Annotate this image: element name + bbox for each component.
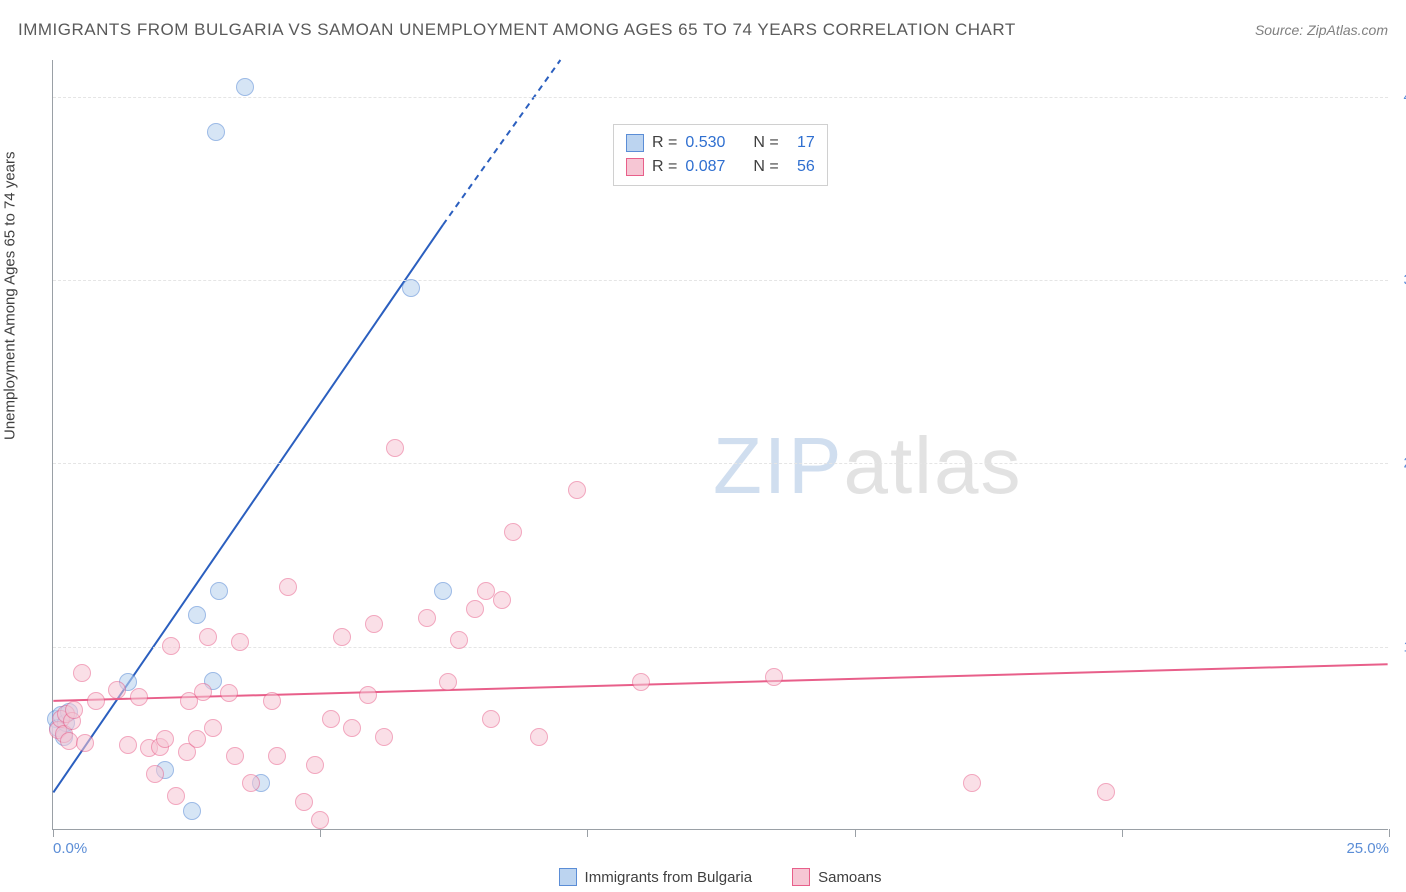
x-tick	[1122, 829, 1123, 837]
data-point	[130, 688, 148, 706]
gridline	[53, 647, 1388, 648]
r-label: R =	[652, 134, 677, 152]
data-point	[156, 730, 174, 748]
data-point	[322, 710, 340, 728]
data-point	[434, 582, 452, 600]
data-point	[87, 692, 105, 710]
y-axis-label: Unemployment Among Ages 65 to 74 years	[2, 151, 19, 440]
data-point	[242, 774, 260, 792]
r-label: R =	[652, 158, 677, 176]
data-point	[210, 582, 228, 600]
trend-line	[443, 60, 560, 225]
legend-label: Samoans	[818, 869, 881, 886]
n-label: N =	[753, 158, 778, 176]
data-point	[568, 481, 586, 499]
x-tick	[1389, 829, 1390, 837]
data-point	[439, 673, 457, 691]
data-point	[418, 609, 436, 627]
data-point	[194, 683, 212, 701]
legend-item: Immigrants from Bulgaria	[559, 868, 753, 886]
data-point	[65, 701, 83, 719]
x-tick	[587, 829, 588, 837]
r-value: 0.087	[685, 158, 725, 176]
trend-line	[53, 225, 443, 793]
data-point	[306, 756, 324, 774]
data-point	[466, 600, 484, 618]
data-point	[333, 628, 351, 646]
data-point	[167, 787, 185, 805]
data-point	[73, 664, 91, 682]
data-point	[188, 730, 206, 748]
data-point	[1097, 783, 1115, 801]
legend-bottom: Immigrants from Bulgaria Samoans	[52, 868, 1388, 886]
chart-title: IMMIGRANTS FROM BULGARIA VS SAMOAN UNEMP…	[18, 20, 1016, 40]
data-point	[220, 684, 238, 702]
x-tick-label: 25.0%	[1346, 840, 1389, 857]
title-bar: IMMIGRANTS FROM BULGARIA VS SAMOAN UNEMP…	[18, 18, 1388, 42]
legend-swatch	[626, 134, 644, 152]
n-value: 56	[787, 158, 815, 176]
gridline	[53, 463, 1388, 464]
data-point	[76, 734, 94, 752]
data-point	[375, 728, 393, 746]
stats-legend-row: R = 0.530 N = 17	[626, 131, 815, 155]
data-point	[268, 747, 286, 765]
data-point	[504, 523, 522, 541]
data-point	[530, 728, 548, 746]
data-point	[146, 765, 164, 783]
trend-line	[53, 664, 1387, 701]
data-point	[226, 747, 244, 765]
legend-item: Samoans	[792, 868, 881, 886]
n-label: N =	[753, 134, 778, 152]
data-point	[359, 686, 377, 704]
n-value: 17	[787, 134, 815, 152]
data-point	[295, 793, 313, 811]
gridline	[53, 280, 1388, 281]
legend-swatch	[559, 868, 577, 886]
data-point	[188, 606, 206, 624]
data-point	[963, 774, 981, 792]
data-point	[119, 736, 137, 754]
data-point	[311, 811, 329, 829]
data-point	[632, 673, 650, 691]
data-point	[482, 710, 500, 728]
legend-label: Immigrants from Bulgaria	[585, 869, 753, 886]
legend-swatch	[626, 158, 644, 176]
gridline	[53, 97, 1388, 98]
data-point	[183, 802, 201, 820]
data-point	[236, 78, 254, 96]
source-name: ZipAtlas.com	[1307, 22, 1388, 38]
stats-legend-row: R = 0.087 N = 56	[626, 155, 815, 179]
x-tick	[320, 829, 321, 837]
data-point	[199, 628, 217, 646]
plot-area: ZIPatlas 10.0%20.0%30.0%40.0%0.0%25.0%R …	[52, 60, 1388, 830]
r-value: 0.530	[685, 134, 725, 152]
data-point	[263, 692, 281, 710]
x-tick	[855, 829, 856, 837]
data-point	[231, 633, 249, 651]
legend-swatch	[792, 868, 810, 886]
data-point	[343, 719, 361, 737]
data-point	[386, 439, 404, 457]
data-point	[207, 123, 225, 141]
data-point	[765, 668, 783, 686]
data-point	[450, 631, 468, 649]
x-tick	[53, 829, 54, 837]
data-point	[204, 719, 222, 737]
source-attribution: Source: ZipAtlas.com	[1255, 22, 1388, 38]
x-tick-label: 0.0%	[53, 840, 87, 857]
data-point	[365, 615, 383, 633]
data-point	[279, 578, 297, 596]
data-point	[402, 279, 420, 297]
source-prefix: Source:	[1255, 22, 1307, 38]
data-point	[162, 637, 180, 655]
stats-legend: R = 0.530 N = 17 R = 0.087 N = 56	[613, 124, 828, 186]
data-point	[108, 681, 126, 699]
data-point	[493, 591, 511, 609]
